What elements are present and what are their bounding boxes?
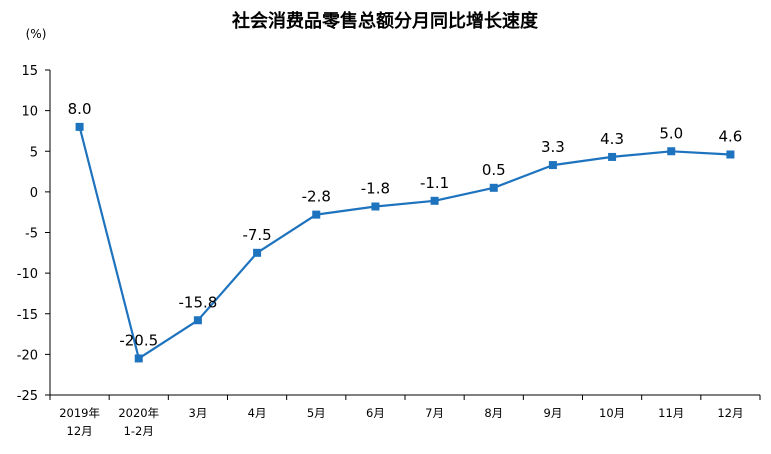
y-tick-label: 15 [21,64,38,79]
y-tick-label: 5 [30,145,38,160]
data-point [134,354,143,363]
data-point [253,248,262,257]
x-tick-label: 6月 [366,406,385,420]
x-tick-label: 3月 [189,406,208,420]
data-label: -20.5 [119,331,158,349]
y-tick-label: -25 [17,389,38,404]
data-point [667,147,676,156]
y-tick-label: -5 [25,227,38,242]
data-point [75,122,84,131]
x-tick-label: 4月 [248,406,267,420]
x-tick-label: 10月 [599,406,625,420]
y-tick-label: -20 [17,348,38,363]
series-line [78,126,731,360]
data-point [548,161,557,170]
data-point [489,183,498,192]
data-label: 5.0 [659,124,683,142]
data-point [430,196,439,205]
data-label: 3.3 [541,138,565,156]
x-tick-labels: 2019年 12月 2020年 1-2月 3月 4月 5月 6月 7月 8月 9月 10月 11月 12月 [59,406,743,438]
y-tick-label: 0 [30,186,38,201]
y-tick-label: 10 [21,105,38,120]
x-tick-label: 12月 [717,406,743,420]
x-tick-label: 2019年 12月 [59,406,100,438]
data-label: -7.5 [242,226,271,244]
data-point [608,152,617,161]
data-label: -15.8 [179,293,218,311]
data-labels: 8.0 -20.5 -15.8 -7.5 -2.8 -1.8 -1.1 0.5 3.3 4.3 5.… [68,100,743,350]
data-point [193,316,202,325]
data-label: 4.3 [600,130,624,148]
y-tick-label: -10 [17,267,38,282]
data-label: -1.1 [420,174,449,192]
x-tick-label: 5月 [307,406,326,420]
data-label: 4.6 [718,128,742,146]
series-group [75,122,735,363]
x-tick-label: 11月 [658,406,684,420]
data-label: 8.0 [68,100,92,118]
y-tick-label: -15 [17,308,38,323]
x-tick-label: 7月 [425,406,444,420]
data-point [371,202,380,211]
x-tick-label: 8月 [484,406,503,420]
y-tick-labels: 15 10 5 0 -5 -10 -15 -20 -25 [17,64,38,404]
data-point [312,210,321,219]
data-label: -2.8 [302,188,331,206]
y-axis-unit: (%) [26,27,47,41]
x-tick-label: 2020年 1-2月 [118,406,159,438]
data-point [726,150,735,159]
data-label: -1.8 [361,180,390,198]
data-label: 0.5 [482,161,506,179]
chart-title: 社会消费品零售总额分月同比增长速度 [232,10,539,32]
axes [45,69,761,400]
x-tick-label: 9月 [544,406,563,420]
